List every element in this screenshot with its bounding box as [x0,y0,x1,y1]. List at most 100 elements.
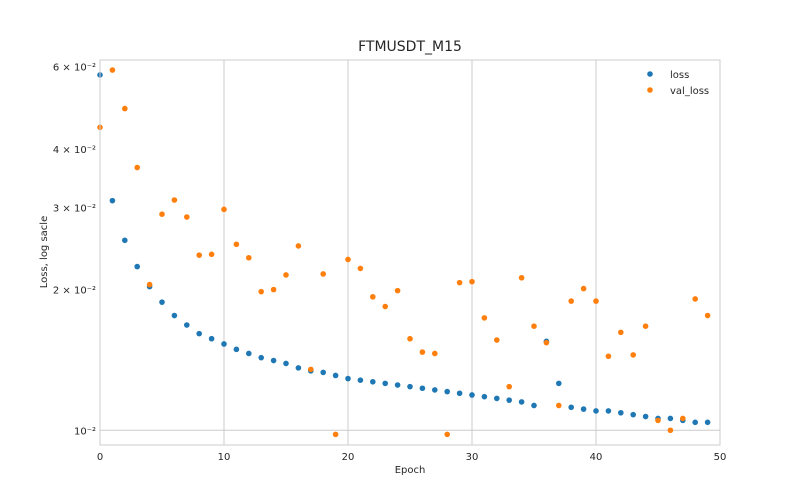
val-loss-point [531,323,537,330]
val-loss-point [122,105,128,112]
loss-point [382,380,389,387]
val-loss-point [320,271,327,277]
loss-point [134,263,140,270]
loss-point [580,406,587,412]
loss-point [704,419,711,426]
loss-point [122,237,128,244]
val-loss-point [109,67,116,73]
x-tick-label: 0 [97,452,103,463]
legend-marker-val-loss [647,87,653,93]
val-loss-point [382,303,389,310]
loss-point [506,397,512,403]
loss-point [469,392,475,398]
loss-point [370,378,376,385]
y-tick-label: 3 × 10⁻² [53,203,96,214]
val-loss-point [506,383,512,390]
loss-point [630,411,636,418]
loss-point [432,387,438,393]
series-loss [97,72,711,426]
loss-point [246,350,252,357]
loss-point [494,395,500,402]
loss-point [642,413,649,420]
data-points [97,67,711,438]
val-loss-point [221,206,227,213]
val-loss-point [605,353,612,360]
loss-point [258,354,265,361]
val-loss-point [258,288,265,295]
val-loss-point [407,335,413,342]
loss-point [221,341,227,347]
x-tick-label: 40 [590,452,603,463]
val-loss-point [394,287,401,294]
loss-point [518,399,525,405]
val-loss-point [655,417,661,424]
val-loss-point [444,431,451,438]
loss-point [444,388,451,395]
plot-area [100,60,720,445]
val-loss-point [295,243,302,249]
legend-marker-loss [647,71,653,77]
val-loss-point [680,415,686,422]
y-tick-label: 2 × 10⁻² [53,286,96,297]
val-loss-point [159,211,165,218]
loss-point [531,402,537,409]
y-tick-label: 10⁻² [74,426,96,437]
loss-point [407,383,413,390]
val-loss-point [357,265,364,272]
val-loss-point [419,349,426,355]
y-tick-labels: 10⁻² 2 × 10⁻² 3 × 10⁻² 4 × 10⁻² 6 × 10⁻² [53,63,96,438]
series-val-loss [97,67,711,438]
val-loss-point [667,427,674,434]
val-loss-point [556,402,562,409]
loss-point [159,299,165,305]
loss-point [593,408,599,414]
val-loss-point [270,286,277,293]
legend-label-val-loss: val_loss [670,86,709,97]
loss-point [295,365,302,371]
loss-point [394,382,401,388]
loss-point [692,419,698,426]
val-loss-point [630,352,636,358]
val-loss-point [233,241,240,248]
loss-point [332,372,339,379]
val-loss-point [432,350,438,357]
loss-point [184,322,190,328]
val-loss-point [568,298,574,304]
val-loss-point [283,272,289,278]
x-tick-label: 10 [218,452,231,463]
val-loss-point [332,431,339,438]
y-tick-label: 4 × 10⁻² [53,145,96,156]
y-tick-label: 6 × 10⁻² [53,63,96,74]
val-loss-point [246,254,252,261]
loss-point [456,390,463,397]
loss-point [357,377,364,383]
y-axis-label: Loss, log sacle [39,216,50,288]
loss-point [345,375,351,382]
val-loss-point [642,323,649,330]
val-loss-point [593,298,599,304]
x-axis-label: Epoch [395,465,426,476]
loss-point [233,346,240,353]
legend: loss val_loss [647,70,709,97]
val-loss-point [184,214,190,220]
x-tick-label: 20 [342,452,355,463]
val-loss-point [543,339,550,346]
x-tick-label: 30 [466,452,479,463]
plot-frame [99,59,721,446]
loss-point [605,408,612,414]
val-loss-point [146,281,153,288]
grid-lines [100,60,720,445]
loss-point [667,415,674,422]
loss-point [270,357,277,364]
val-loss-point [171,197,178,203]
loss-point [568,404,574,411]
x-tick-labels: 0 10 20 30 40 50 [97,452,727,463]
val-loss-point [456,279,463,286]
val-loss-point [370,294,376,300]
val-loss-point [134,164,140,171]
legend-label-loss: loss [670,70,689,81]
loss-point [618,409,624,416]
val-loss-point [208,251,215,258]
